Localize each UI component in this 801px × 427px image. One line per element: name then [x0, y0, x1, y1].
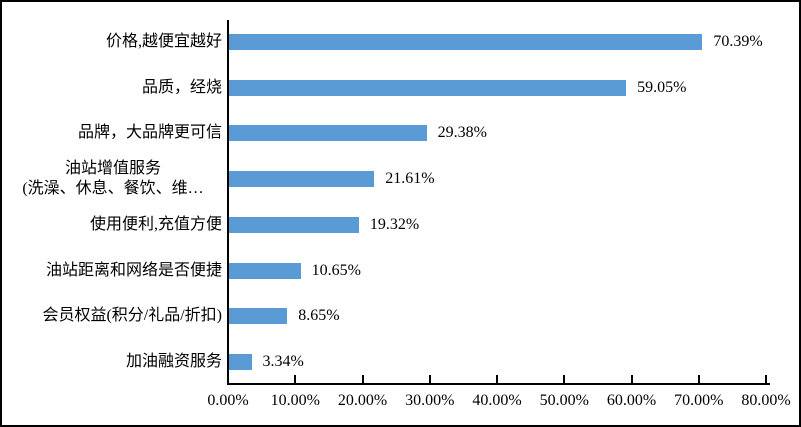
x-tick-label: 0.00% — [207, 392, 249, 409]
bar-value-label: 8.65% — [298, 307, 340, 324]
x-axis-line — [227, 383, 770, 385]
x-tick-mark — [294, 375, 297, 385]
category-label-line: 油站距离和网络是否便捷 — [45, 262, 222, 279]
bar-value-label: 70.39% — [713, 33, 763, 50]
bar — [229, 354, 252, 370]
x-tick-label: 50.00% — [539, 392, 589, 409]
bar — [229, 171, 375, 187]
bar-value-label: 29.38% — [437, 124, 487, 141]
category-label-line: 加油融资服务 — [125, 353, 222, 370]
x-tick-label: 40.00% — [472, 392, 522, 409]
bar-value-label: 3.34% — [262, 353, 304, 370]
x-tick-label: 10.00% — [270, 392, 320, 409]
bar — [229, 308, 288, 324]
category-label-line: 品牌，大品牌更可信 — [77, 124, 222, 141]
bar-value-label: 10.65% — [311, 262, 361, 279]
x-tick-label: 80.00% — [741, 392, 791, 409]
bar — [229, 217, 359, 233]
category-label-line: 油站增值服务 — [64, 160, 161, 177]
x-tick-mark — [361, 375, 364, 385]
bar-value-label: 19.32% — [369, 216, 420, 233]
category-label: 油站增值服务 (洗澡、休息、餐饮、维… — [4, 159, 222, 199]
category-label: 加油融资服务 — [4, 352, 222, 372]
bar — [229, 34, 703, 50]
category-label-line: 价格,越便宜越好 — [105, 33, 222, 50]
x-tick-mark — [630, 375, 633, 385]
x-tick-label: 20.00% — [337, 392, 388, 409]
category-label: 品质，经烧 — [4, 78, 222, 98]
x-tick-label: 60.00% — [606, 392, 657, 409]
x-tick-mark — [697, 375, 700, 385]
category-label-line: 使用便利,充值方便 — [89, 216, 222, 233]
category-label: 油站距离和网络是否便捷 — [4, 261, 222, 281]
bar-value-label: 59.05% — [637, 79, 687, 96]
category-label: 使用便利,充值方便 — [4, 215, 222, 235]
x-tick-mark — [496, 375, 498, 385]
category-label-line: (洗澡、休息、餐饮、维… — [22, 180, 204, 197]
y-axis-line — [227, 20, 229, 385]
x-tick-label: 30.00% — [405, 392, 455, 409]
x-tick-mark — [765, 375, 767, 385]
bar-value-label: 21.61% — [385, 170, 435, 187]
category-label-line: 品质，经烧 — [141, 79, 222, 96]
category-label: 价格,越便宜越好 — [4, 32, 222, 52]
x-tick-label: 70.00% — [674, 392, 724, 409]
bar — [229, 80, 627, 96]
bar — [229, 263, 301, 279]
category-label: 品牌，大品牌更可信 — [4, 123, 222, 143]
category-label: 会员权益(积分/礼品/折扣) — [4, 306, 222, 326]
x-tick-mark — [428, 375, 431, 385]
bar — [229, 125, 427, 141]
x-tick-mark — [563, 375, 566, 385]
category-label-line: 会员权益(积分/礼品/折扣) — [42, 307, 222, 324]
